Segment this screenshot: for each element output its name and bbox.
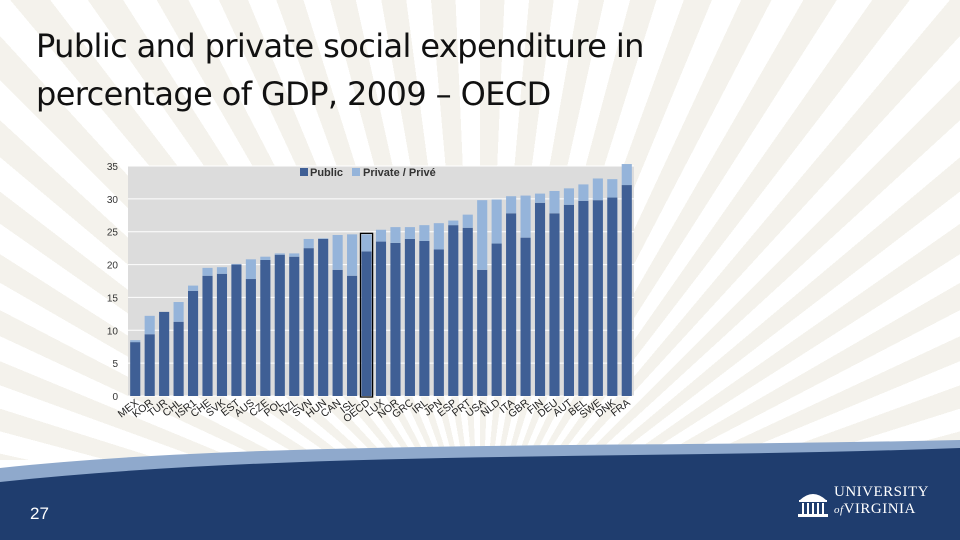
bar-public — [231, 264, 242, 396]
bar-public — [419, 240, 430, 396]
bar-public — [303, 248, 314, 396]
y-tick-label: 15 — [107, 293, 119, 304]
bar-public — [361, 251, 372, 396]
bar-private — [144, 315, 155, 335]
bar-public — [491, 243, 502, 396]
bar-public — [159, 311, 170, 396]
bar-public — [332, 269, 343, 396]
bar-private — [563, 188, 575, 205]
page-number: 27 — [30, 504, 49, 523]
bar-public — [433, 249, 444, 396]
bar-private — [390, 227, 401, 243]
bar-private — [130, 340, 141, 343]
bar-public — [202, 275, 213, 396]
bar-private — [303, 238, 314, 249]
y-tick-label: 20 — [107, 261, 119, 272]
legend-swatch-private — [352, 168, 360, 176]
bar-private — [347, 234, 358, 276]
bar-private — [187, 285, 199, 291]
bar-public — [187, 290, 199, 396]
bar-private — [520, 195, 531, 238]
bar-private — [289, 253, 300, 257]
bar-private — [404, 227, 415, 239]
bar-public — [216, 273, 228, 396]
bar-private — [607, 179, 618, 198]
bar-public — [274, 254, 285, 396]
bar-public — [245, 279, 256, 396]
bar-public — [549, 213, 560, 396]
bar-private — [216, 267, 228, 274]
bar-private — [274, 253, 285, 255]
bar-private — [592, 178, 603, 201]
bar-public — [260, 259, 271, 396]
y-tick-label: 25 — [107, 228, 119, 239]
slide-title-line-1: Public and private social expenditure in — [36, 27, 644, 65]
bar-public — [375, 241, 387, 396]
bar-private — [173, 302, 184, 322]
bar-public — [130, 342, 141, 396]
bar-private — [433, 223, 444, 250]
bar-private — [202, 267, 213, 276]
bar-public — [404, 238, 415, 396]
bar-public — [607, 197, 618, 396]
bar-public — [563, 204, 575, 396]
bar-public — [448, 225, 459, 396]
bar-private — [534, 193, 546, 203]
bar-private — [621, 164, 632, 186]
bar-public — [173, 321, 184, 396]
bar-private — [578, 184, 589, 201]
y-tick-label: 35 — [107, 162, 119, 173]
bar-public — [462, 227, 473, 396]
bar-private — [549, 190, 560, 214]
bar-public — [318, 238, 329, 396]
legend-label-private: Private / Privé — [363, 167, 436, 179]
y-tick-label: 0 — [112, 392, 118, 403]
logo-line-2-text: VIRGINIA — [843, 501, 916, 517]
rotunda-icon — [798, 494, 828, 517]
bar-private — [477, 200, 488, 270]
bar-public — [144, 334, 155, 396]
bar-public — [289, 256, 300, 396]
logo-line-1: UNIVERSITY — [834, 484, 929, 500]
highlight-outline — [359, 232, 374, 398]
y-tick-label: 5 — [112, 359, 118, 370]
logo-of: of — [834, 504, 844, 516]
footer-band — [0, 440, 960, 540]
bar-private — [361, 234, 372, 252]
expenditure-chart: 05101520253035MEXKORTURCHLISR1CHESVKESTA… — [107, 162, 634, 425]
bar-private — [318, 238, 329, 239]
bar-private — [231, 263, 242, 265]
y-tick-label: 30 — [107, 195, 119, 206]
bar-private — [419, 225, 430, 241]
legend-swatch-public — [300, 168, 308, 176]
bar-public — [592, 200, 603, 396]
bar-public — [506, 213, 517, 396]
bar-public — [578, 200, 589, 396]
legend-label-public: Public — [310, 167, 343, 179]
bar-public — [621, 185, 632, 396]
bar-public — [520, 237, 531, 396]
y-tick-label: 10 — [107, 326, 119, 337]
bar-public — [477, 269, 488, 396]
bar-private — [491, 199, 502, 244]
bar-public — [347, 275, 358, 396]
bar-public — [534, 202, 546, 396]
bar-private — [448, 220, 459, 226]
bar-private — [506, 196, 517, 214]
university-logo: UNIVERSITY ofVIRGINIA — [796, 484, 946, 524]
bar-public — [390, 242, 401, 396]
footer-wave — [0, 448, 960, 540]
bar-private — [260, 256, 271, 260]
bar-private — [375, 229, 387, 242]
slide-title-line-2: percentage of GDP, 2009 – OECD — [36, 75, 551, 113]
bar-private — [332, 235, 343, 270]
slide-title: Public and private social expenditure in… — [36, 22, 796, 118]
bar-private — [245, 259, 256, 280]
bar-private — [462, 214, 473, 228]
logo-line-2: ofVIRGINIA — [834, 501, 916, 518]
